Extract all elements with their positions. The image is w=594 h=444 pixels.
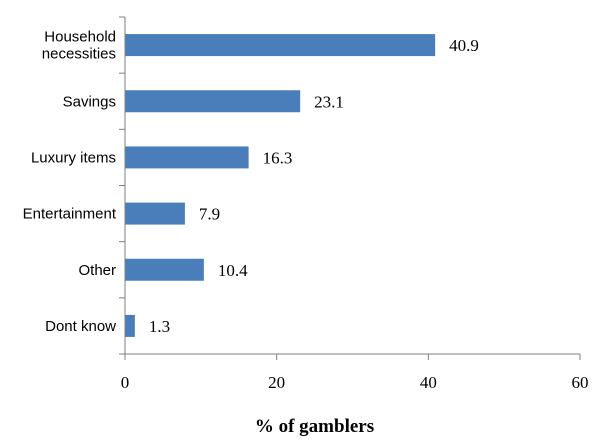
- x-tick-label: 40: [420, 373, 437, 392]
- x-tick-label: 0: [121, 373, 130, 392]
- data-label: 7.9: [199, 205, 220, 224]
- data-label: 1.3: [149, 317, 170, 336]
- category-label: Entertainment: [23, 206, 117, 223]
- bar: [125, 34, 436, 57]
- x-tick-label: 20: [268, 373, 285, 392]
- value-labels: 40.9 23.1 16.3 7.9 10.4 1.3: [149, 36, 479, 336]
- category-label: Dont know: [45, 318, 116, 335]
- data-label: 16.3: [263, 148, 293, 167]
- axes: [124, 17, 580, 355]
- category-label: Savings: [63, 93, 116, 110]
- bars: [125, 34, 436, 337]
- data-label: 40.9: [449, 36, 479, 55]
- category-label: Household: [44, 29, 116, 46]
- bar: [125, 146, 249, 169]
- data-label: 10.4: [218, 261, 248, 280]
- bar: [125, 90, 301, 113]
- category-label: Other: [78, 262, 116, 279]
- ticks: 0 20 40 60: [119, 16, 589, 392]
- bar: [125, 202, 185, 225]
- category-label: Luxury items: [31, 149, 116, 166]
- x-axis-title: % of gamblers: [255, 416, 374, 437]
- bar: [125, 258, 204, 281]
- category-label: necessities: [42, 46, 116, 63]
- x-tick-label: 60: [572, 373, 589, 392]
- data-label: 23.1: [314, 92, 344, 111]
- bar: [125, 314, 135, 337]
